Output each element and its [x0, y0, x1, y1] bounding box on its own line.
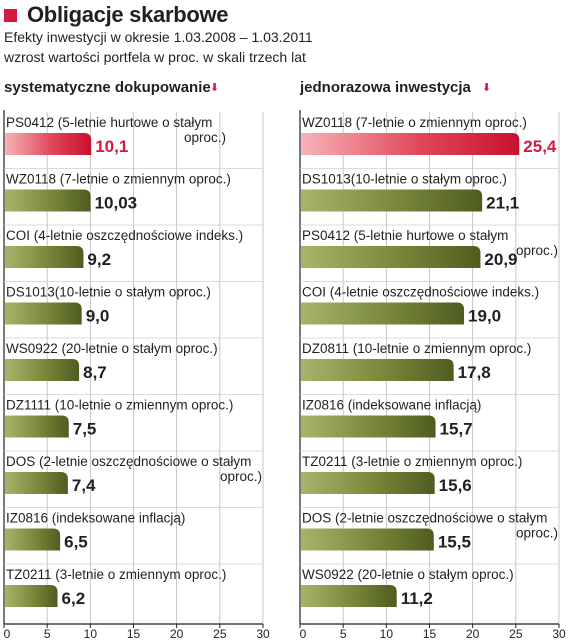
right-bar-value-label: 15,5 [438, 533, 471, 552]
right-bar [301, 189, 483, 212]
chart-title: Obligacje skarbowe [27, 2, 229, 27]
right-bar-label: DS1013(10-letnie o stałym oproc.) [302, 172, 507, 187]
title-row: Obligacje skarbowe [4, 2, 229, 28]
right-bar [301, 246, 481, 268]
right-x-tick-label: 0 [300, 627, 307, 640]
right-bar [301, 133, 520, 155]
right-bar-label-continued: oproc.) [516, 243, 558, 258]
left-bar-value-label: 6,2 [62, 589, 86, 608]
subtitle-period: Efekty inwestycji w okresie 1.03.2008 – … [4, 29, 313, 45]
left-bar-value-label: 6,5 [64, 533, 88, 552]
right-bar-label: PS0412 (5-letnie hurtowe o stałym [302, 228, 508, 243]
right-bar [301, 302, 465, 325]
right-x-tick-label: 30 [552, 627, 566, 640]
right-bar-label: DOS (2-letnie oszczędnościowe o stałym [302, 511, 547, 526]
left-bar-value-label: 7,4 [72, 476, 96, 495]
subtitle-description: wzrost wartości portfela w proc. w skali… [4, 49, 306, 65]
left-x-tick-label: 30 [256, 627, 270, 640]
left-bar-value-label: 8,7 [83, 363, 107, 382]
left-panel-title: systematyczne dokupowanie [4, 79, 211, 96]
right-arrow-down-icon: ⬇ [482, 82, 491, 94]
right-bar-label: TZ0211 (3-letnie o zmiennym oproc.) [302, 454, 522, 469]
left-bar-label-continued: oproc.) [220, 469, 262, 484]
title-square-icon [4, 8, 17, 22]
right-bar-value-label: 20,9 [484, 250, 517, 269]
right-x-tick-label: 15 [423, 627, 437, 640]
right-bar [301, 528, 434, 551]
left-bar-value-label: 10,1 [95, 137, 128, 156]
left-bar-value-label: 9,2 [87, 250, 111, 269]
right-bar-value-label: 15,6 [439, 476, 472, 495]
left-arrow-down-icon: ⬇ [210, 82, 219, 94]
right-x-tick-label: 5 [340, 627, 347, 640]
right-bar-value-label: 25,4 [523, 137, 557, 156]
left-bar [5, 415, 69, 438]
right-bar-label: IZ0816 (indeksowane inflacją) [302, 398, 481, 413]
left-bar [5, 585, 58, 607]
left-bar [5, 189, 91, 212]
left-bar-label-continued: oproc.) [184, 130, 226, 145]
left-bar-label: IZ0816 (indeksowane inflacją) [6, 511, 185, 526]
right-bar [301, 415, 436, 438]
right-bar-value-label: 21,1 [486, 194, 519, 213]
left-bar-label: TZ0211 (3-letnie o zmiennym oproc.) [6, 567, 226, 582]
left-x-tick-label: 0 [4, 627, 11, 640]
right-bar [301, 359, 454, 381]
right-bar-label-continued: oproc.) [516, 526, 558, 541]
left-x-tick-label: 25 [213, 627, 227, 640]
left-bar [5, 246, 84, 268]
left-bar-label: DOS (2-letnie oszczędnościowe o stałym [6, 454, 251, 469]
left-bar [5, 133, 92, 155]
right-bar-value-label: 11,2 [401, 589, 433, 608]
right-x-tick-label: 10 [380, 627, 394, 640]
left-bar-label: WS0922 (20-letnie o stałym oproc.) [6, 341, 218, 356]
right-bar [301, 472, 435, 494]
left-bar-label: DZ1111 (10-letnie o zmiennym oproc.) [6, 398, 233, 413]
right-bar-label: DZ0811 (10-letnie o zmiennym oproc.) [302, 341, 531, 356]
left-bar-label: WZ0118 (7-letnie o zmiennym oproc.) [6, 172, 231, 187]
right-panel-title: jednorazowa inwestycja [299, 79, 472, 96]
left-bar [5, 359, 80, 381]
right-bar-label: WZ0118 (7-letnie o zmiennym oproc.) [302, 115, 527, 130]
left-bar [5, 528, 61, 551]
left-bar-label: PS0412 (5-letnie hurtowe o stałym [6, 115, 212, 130]
left-bar-value-label: 9,0 [86, 307, 110, 326]
right-bar-label: COI (4-letnie oszczędnościowe indeks.) [302, 285, 539, 300]
right-bar-value-label: 15,7 [440, 420, 473, 439]
left-bar-value-label: 7,5 [73, 420, 97, 439]
left-bar-label: COI (4-letnie oszczędnościowe indeks.) [6, 228, 243, 243]
left-x-tick-label: 20 [170, 627, 184, 640]
right-bar-value-label: 17,8 [458, 363, 491, 382]
left-x-tick-label: 5 [44, 627, 51, 640]
left-bar [5, 302, 82, 325]
left-x-tick-label: 15 [127, 627, 141, 640]
right-bar-label: WS0922 (20-letnie o stałym oproc.) [302, 567, 514, 582]
right-bar-value-label: 19,0 [468, 307, 501, 326]
left-x-tick-label: 10 [84, 627, 98, 640]
left-bar-value-label: 10,03 [95, 194, 138, 213]
right-bar [301, 585, 397, 607]
left-bar-label: DS1013(10-letnie o stałym oproc.) [6, 285, 211, 300]
left-bar [5, 472, 68, 494]
right-x-tick-label: 25 [509, 627, 523, 640]
right-x-tick-label: 20 [466, 627, 480, 640]
